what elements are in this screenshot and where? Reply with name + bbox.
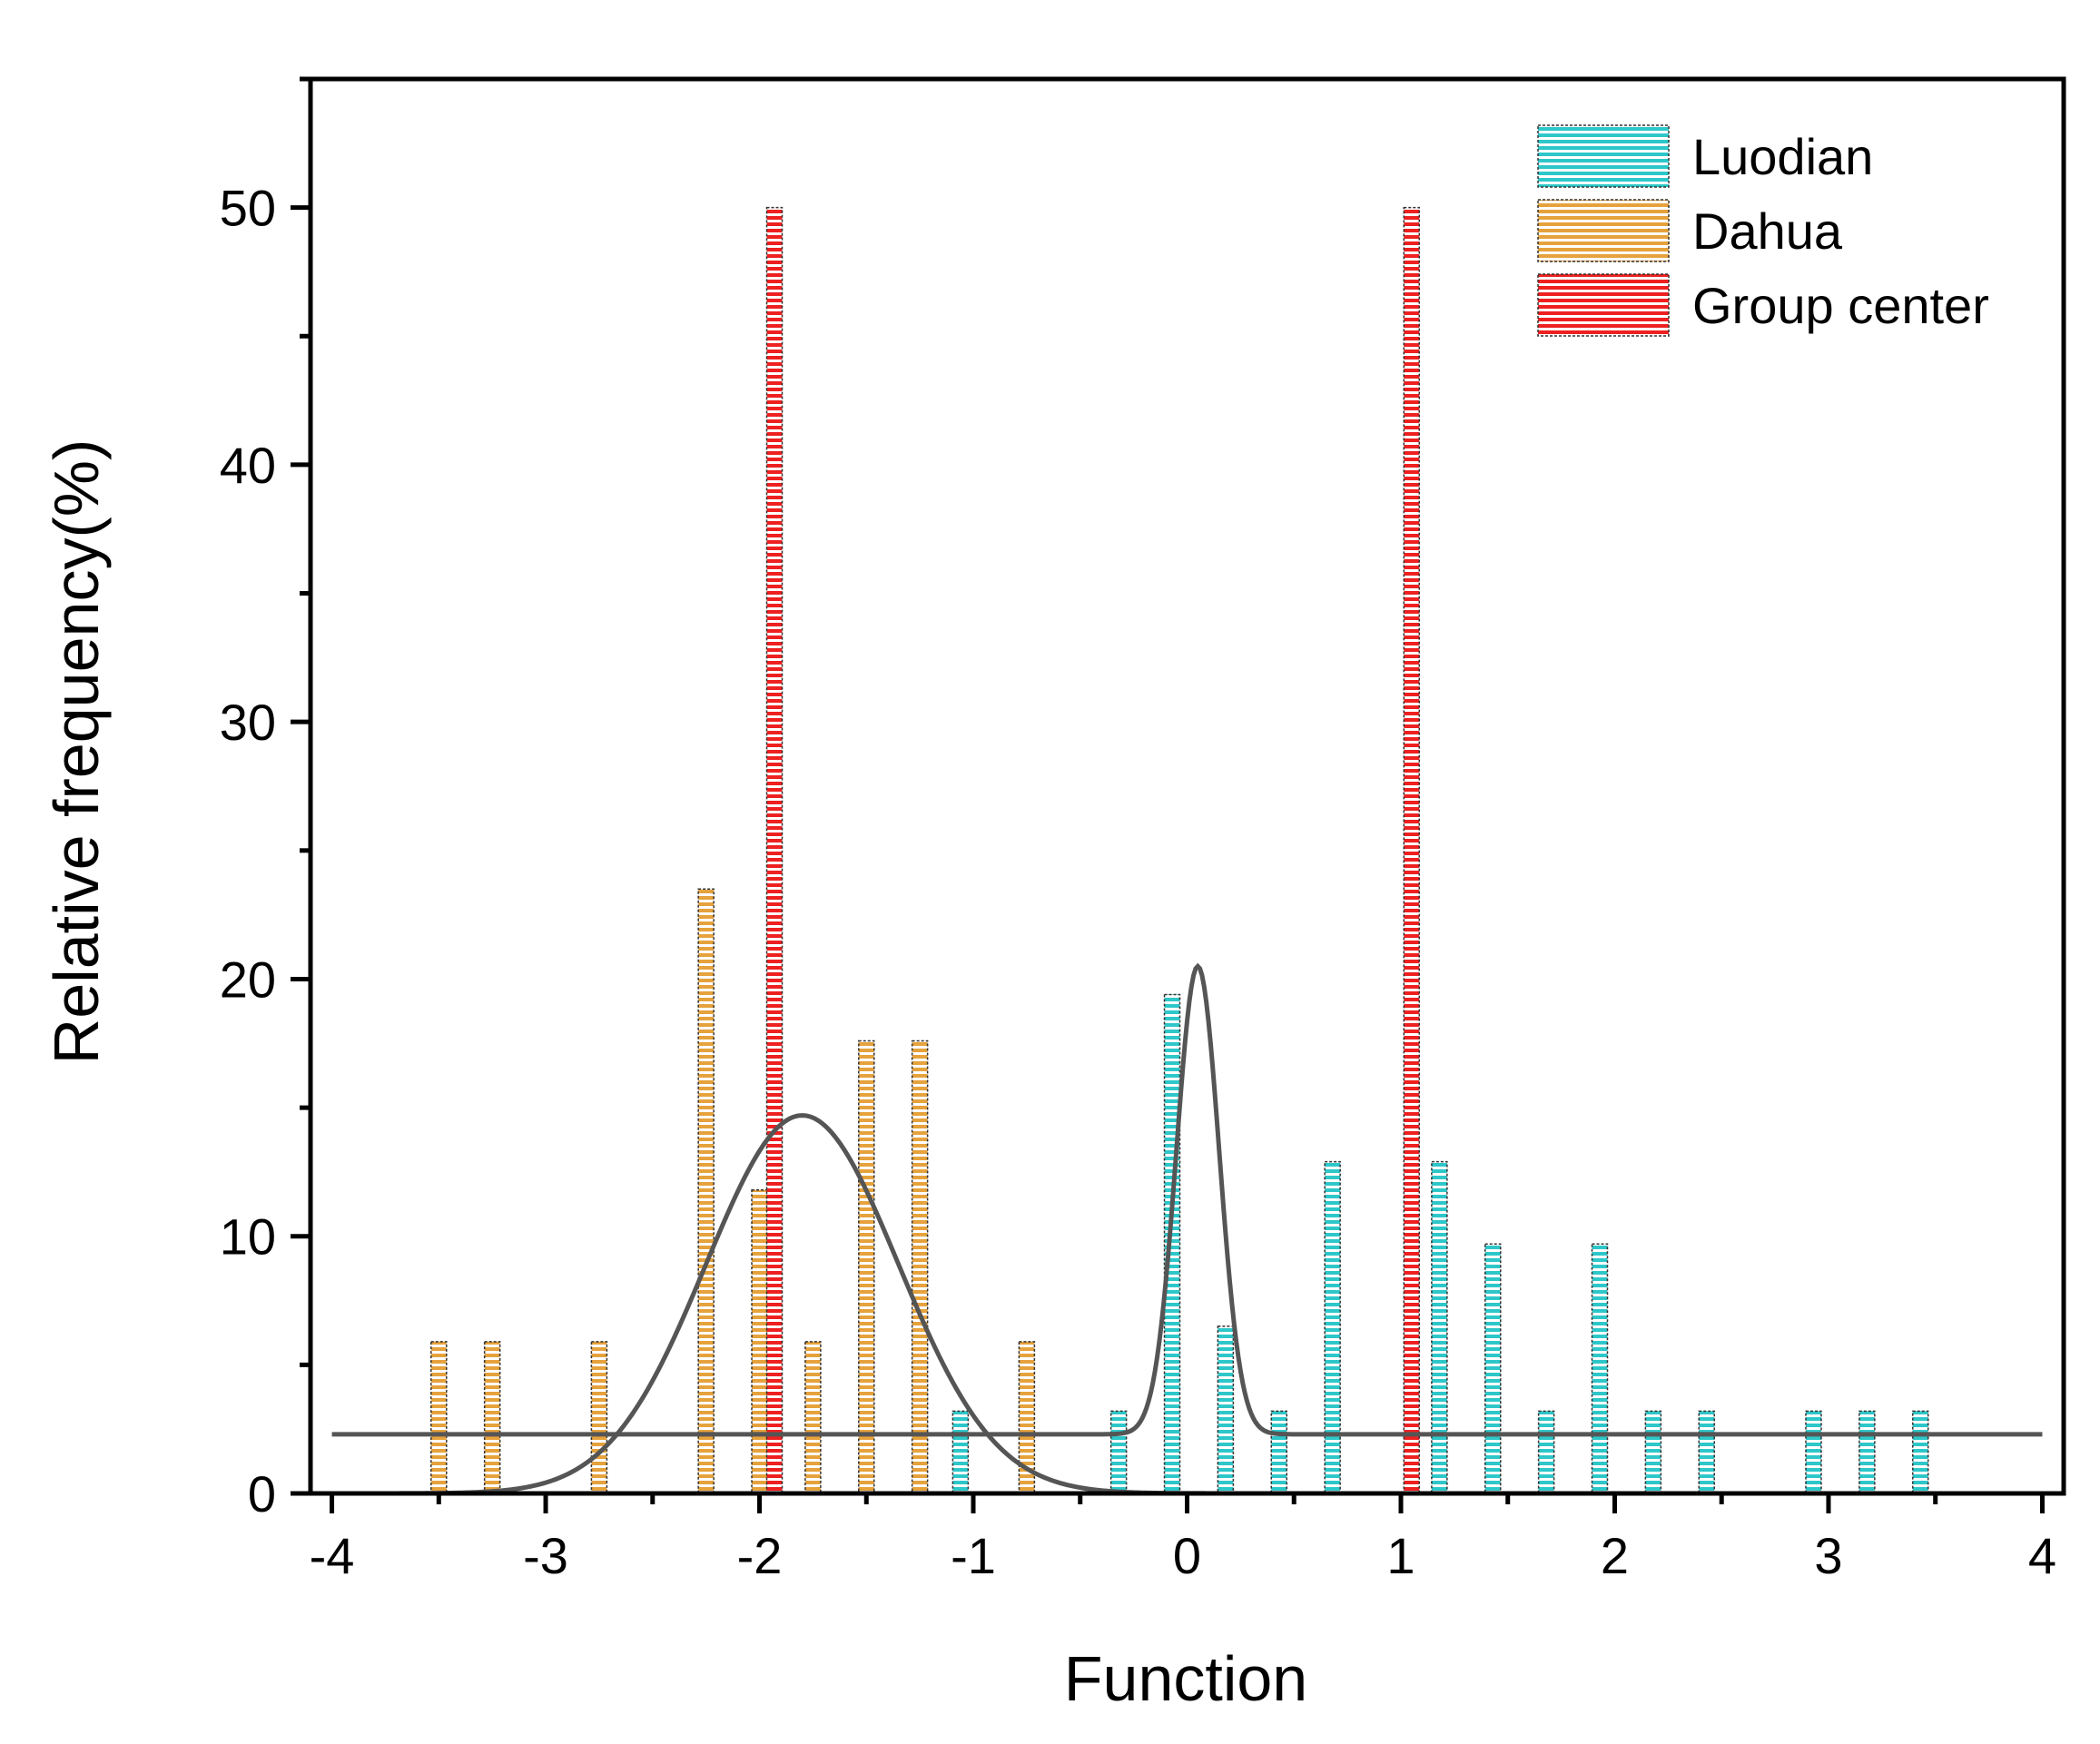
bar-luodian — [1431, 1160, 1448, 1494]
bar-luodian — [1537, 1410, 1555, 1494]
bar-luodian — [1217, 1325, 1235, 1494]
bar-luodian — [1270, 1410, 1288, 1494]
bar-dahua — [483, 1341, 501, 1494]
bar-luodian — [951, 1410, 970, 1494]
y-tick-label: 30 — [220, 694, 276, 751]
x-tick-label: 4 — [2028, 1527, 2056, 1584]
bars-layer — [430, 206, 1929, 1494]
bar-dahua — [858, 1040, 875, 1494]
bar-dahua — [430, 1341, 448, 1494]
x-tick-label: 3 — [1814, 1527, 1842, 1584]
y-tick-label: 20 — [220, 951, 276, 1008]
bar-luodian — [1805, 1410, 1822, 1494]
legend-item-luodian: Luodian — [1537, 124, 1873, 188]
legend-item-group-center: Group center — [1537, 273, 1989, 337]
series-luodian — [951, 993, 1929, 1494]
bar-dahua — [911, 1040, 929, 1494]
y-tick-label: 50 — [220, 180, 276, 237]
curve-dahua-normal-fit — [331, 1113, 2043, 1496]
y-axis-title: Relative frequency(%) — [41, 439, 112, 1065]
legend: Luodian Dahua Group center — [1537, 124, 1989, 337]
bar-dahua — [697, 888, 715, 1494]
bar-luodian — [1858, 1410, 1876, 1494]
bar-dahua — [590, 1341, 608, 1494]
bar-dahua — [751, 1188, 768, 1494]
axes-layer: 0 10 20 30 40 50 -4 -3 -2 -1 0 1 2 3 4 — [220, 76, 2066, 1584]
x-tick-label: 1 — [1386, 1527, 1415, 1584]
bar-dahua — [804, 1341, 822, 1494]
curves-layer — [331, 962, 2043, 1496]
legend-swatch-dahua — [1537, 199, 1670, 262]
bar-luodian — [1163, 993, 1181, 1494]
series-dahua — [430, 888, 1036, 1494]
x-tick-label: -3 — [523, 1527, 568, 1584]
x-tick-label: 0 — [1173, 1527, 1201, 1584]
bar-luodian — [1484, 1243, 1502, 1494]
bar-luodian — [1109, 1410, 1128, 1494]
bar-luodian — [1644, 1410, 1662, 1494]
legend-swatch-luodian — [1537, 124, 1670, 188]
bar-group-center — [765, 206, 784, 1494]
x-tick-label: -4 — [310, 1527, 355, 1584]
x-tick-label: -1 — [951, 1527, 996, 1584]
legend-label-group-center: Group center — [1692, 277, 1989, 334]
bar-luodian — [1591, 1243, 1609, 1494]
legend-item-dahua: Dahua — [1537, 199, 1843, 262]
y-tick-label: 40 — [220, 437, 276, 494]
y-tick-label: 10 — [220, 1208, 276, 1266]
bar-luodian — [1698, 1410, 1715, 1494]
x-tick-label: -2 — [737, 1527, 783, 1584]
bar-group-center — [1403, 206, 1421, 1494]
x-tick-label: 2 — [1601, 1527, 1629, 1584]
x-axis-title: Function — [1064, 1643, 1307, 1714]
bar-luodian — [1911, 1410, 1929, 1494]
legend-label-luodian: Luodian — [1692, 128, 1873, 185]
curve-luodian-normal-fit — [331, 962, 2043, 1437]
legend-swatch-group-center — [1537, 273, 1670, 337]
bar-luodian — [1324, 1160, 1341, 1494]
legend-label-dahua: Dahua — [1692, 202, 1843, 260]
y-tick-label: 0 — [248, 1465, 276, 1522]
